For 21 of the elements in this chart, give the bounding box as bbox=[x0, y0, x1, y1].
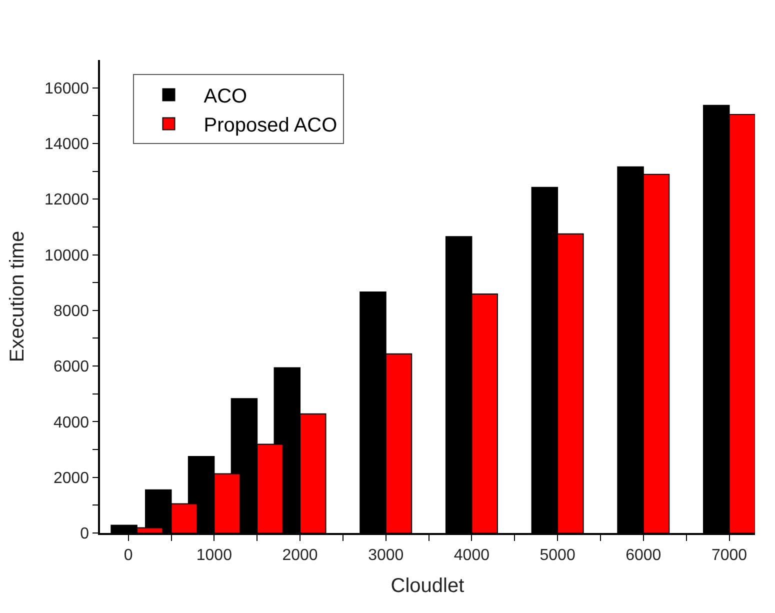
x-tick-label: 3000 bbox=[368, 546, 404, 564]
y-tick-label: 6000 bbox=[53, 358, 90, 376]
y-tick-label: 4000 bbox=[53, 414, 90, 432]
y-tick-label: 8000 bbox=[53, 303, 90, 320]
y-tick-label: 0 bbox=[80, 526, 90, 543]
y-tick-label: 12000 bbox=[44, 192, 90, 209]
x-tick-label: 0 bbox=[124, 546, 133, 564]
x-tick-label: 1000 bbox=[196, 546, 232, 564]
legend-label: Proposed ACO bbox=[204, 114, 338, 136]
x-tick-label: 4000 bbox=[454, 546, 490, 564]
y-tick-label: 14000 bbox=[44, 136, 90, 154]
y-tick-label: 2000 bbox=[53, 470, 90, 487]
y-tick-label: 16000 bbox=[44, 80, 90, 98]
y-axis-title: Execution time bbox=[6, 230, 29, 362]
x-axis-title: Cloudlet bbox=[390, 574, 465, 597]
x-tick-label: 7000 bbox=[711, 546, 748, 564]
y-tick-label: 10000 bbox=[44, 247, 90, 264]
legend-label: ACO bbox=[204, 85, 248, 108]
x-tick-label: 2000 bbox=[282, 546, 318, 564]
x-tick-label: 6000 bbox=[626, 546, 662, 564]
x-tick-label: 5000 bbox=[540, 546, 576, 564]
